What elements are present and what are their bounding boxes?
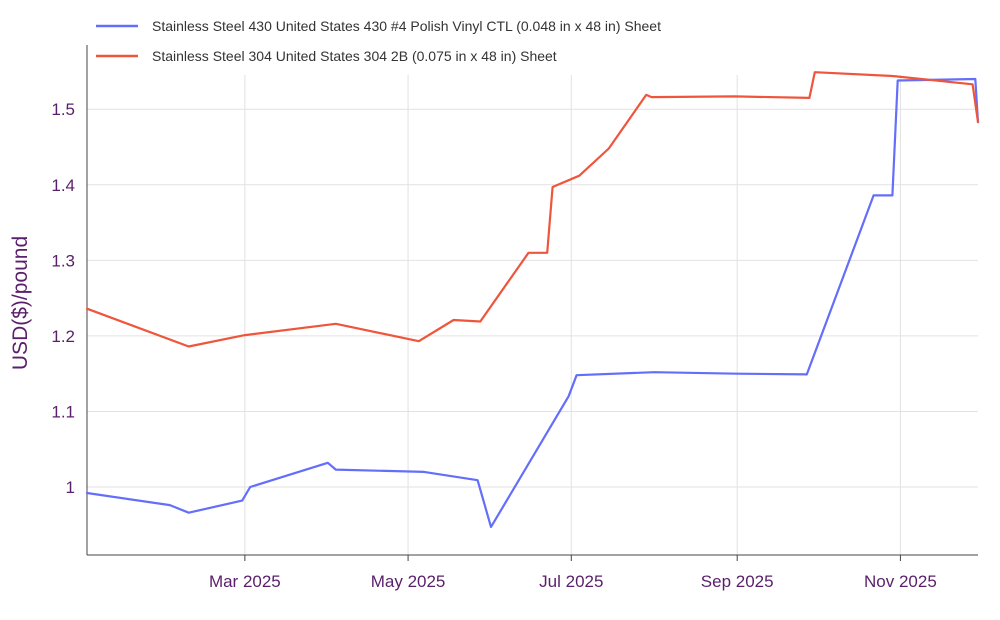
legend-item-1[interactable]: Stainless Steel 430 United States 430 #4…	[96, 18, 661, 34]
x-tick-label: Jul 2025	[539, 572, 603, 591]
legend-item-2[interactable]: Stainless Steel 304 United States 304 2B…	[96, 48, 557, 64]
series-line-2	[85, 71, 980, 348]
legend-label: Stainless Steel 304 United States 304 2B…	[152, 48, 557, 64]
x-tick-label: Nov 2025	[864, 572, 937, 591]
y-tick-label: 1.1	[51, 402, 75, 421]
axis-layer: 1 1.1 1.2 1.3 1.4 1.5 Mar 2025 May 2025 Jul 2025…	[51, 45, 978, 591]
y-tick-label: 1.4	[51, 176, 75, 195]
x-tick-label: Mar 2025	[209, 572, 281, 591]
y-axis-title: USD($)/pound	[9, 236, 32, 370]
legend[interactable]: Stainless Steel 430 United States 430 #4…	[96, 18, 661, 64]
series-layer	[85, 71, 980, 529]
x-tick-label: Sep 2025	[701, 572, 774, 591]
legend-label: Stainless Steel 430 United States 430 #4…	[152, 18, 661, 34]
y-tick-label: 1.2	[51, 327, 75, 346]
series-line-1	[85, 77, 980, 529]
y-tick-label: 1.5	[51, 100, 75, 119]
grid-layer	[87, 75, 978, 555]
y-tick-label: 1.3	[51, 251, 75, 270]
x-tick-label: May 2025	[371, 572, 446, 591]
y-tick-label: 1	[66, 478, 75, 497]
